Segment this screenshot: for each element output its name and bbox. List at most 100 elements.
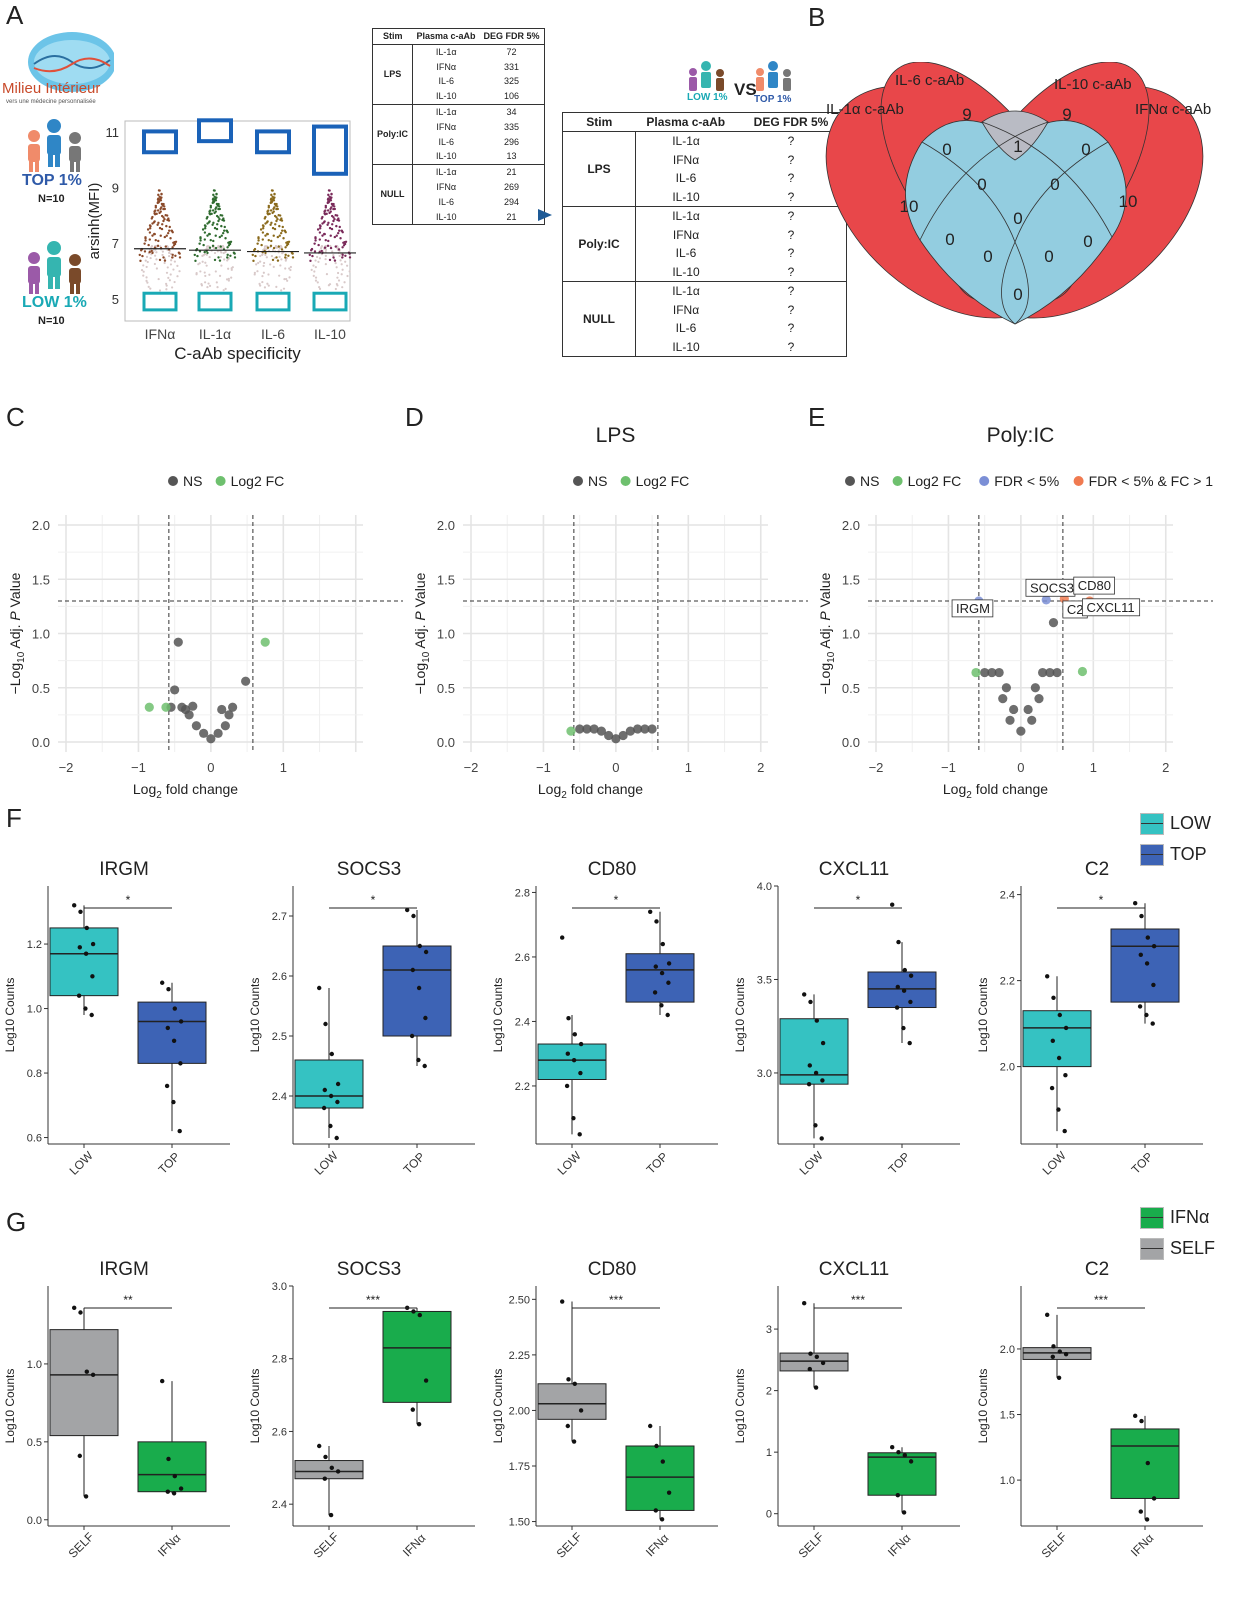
beeswarm-point [257,261,260,265]
beeswarm-point [155,258,158,261]
data-point [1050,1354,1055,1360]
volcano-title: Poly:IC [987,424,1055,447]
beeswarm-point [150,245,153,248]
beeswarm-point [324,258,327,261]
beeswarm-point [205,217,208,220]
significance-label: * [126,893,131,907]
panel-label-f: F [6,803,22,833]
beeswarm-point [318,231,322,234]
data-point [808,999,813,1005]
y-tick-label: 0.6 [27,1133,42,1145]
beeswarm-point [159,199,163,202]
beeswarm-point [263,286,267,289]
venn-count-il10-ifna: 0 [1081,140,1090,159]
beeswarm-point [163,261,166,265]
small-table-deg-count: 335 [504,121,520,132]
data-point [1138,1509,1143,1514]
data-point [83,951,89,956]
beeswarm-point [213,258,217,262]
beeswarm-point [200,282,203,286]
data-point [1063,1025,1069,1031]
compare-top-label: TOP 1% [754,94,792,105]
beeswarm-point [253,247,257,251]
small-table-header-caab: Plasma c-aAb [416,31,476,41]
data-point [666,961,672,966]
volcano-point [1023,704,1033,715]
volcano-point [1077,666,1088,677]
small-table-deg-count: 34 [479,103,544,120]
volcano-point [260,637,270,647]
beeswarm-point [275,202,278,206]
beeswarm-point [320,249,323,253]
data-point [908,973,914,978]
big-table-caab: IL-6 [675,171,697,185]
beeswarm-point [203,227,207,230]
volcano-point [241,676,251,686]
beeswarm-point [324,238,327,242]
beeswarm-point [142,270,145,273]
beeswarm-point [263,217,266,220]
beeswarm-point [322,221,326,224]
y-axis-label: −Log10 Adj. P Value [412,572,432,694]
y-tick-label: 2.4 [272,1091,287,1103]
data-point [572,1381,577,1386]
data-point [1133,1413,1138,1419]
beeswarm-point [149,256,152,260]
beeswarm-point [216,223,219,226]
beeswarm-point [196,254,199,258]
small-table-deg-count: 325 [504,76,520,87]
venn-count-center: 0 [1013,209,1022,228]
data-point [423,949,429,955]
beeswarm-point [324,244,327,248]
beeswarm-xtick: IL-6 [261,326,285,342]
data-point [1139,1418,1144,1424]
y-tick-label: 0.0 [27,1515,42,1527]
beeswarm-point [324,254,327,257]
data-point [902,1453,907,1458]
data-point [571,1057,577,1063]
data-point [321,1105,327,1111]
beeswarm-point [146,260,149,264]
y-tick-label: 2.8 [272,1354,287,1366]
significance-label: *** [609,1293,623,1307]
beeswarm-point [257,236,260,239]
data-point [410,1407,415,1412]
beeswarm-point [269,223,272,226]
beeswarm-point [159,210,162,213]
big-table-deg-unknown: ? [787,152,795,167]
beeswarm-point [331,223,334,226]
data-point [565,1423,570,1429]
beeswarm-point [266,212,269,215]
beeswarm-point [334,262,337,265]
beeswarm-point [281,225,284,229]
beeswarm-point [261,252,264,256]
beeswarm-point [227,277,230,280]
y-tick-label: 1.75 [509,1461,530,1473]
beeswarm-point [206,286,209,289]
beeswarm-point [161,250,164,253]
beeswarm-point [214,234,217,237]
x-tick-label: 2 [1162,760,1169,775]
beeswarm-point [212,239,215,243]
data-point [565,1051,570,1056]
beeswarm-point [271,248,275,252]
top-1-percent-box [142,129,178,155]
data-point [83,1494,89,1499]
significance-label: * [614,893,619,907]
beeswarm-point [199,236,202,239]
data-point [648,909,653,914]
beeswarm-point [204,261,207,264]
beeswarm-point [211,209,215,212]
venn-diagram: 10 9 9 10 1 0 0 0 0 0 0 0 0 0 0 [825,62,1204,325]
svg-text:IRGM: IRGM [956,601,990,616]
beeswarm-point [165,284,168,287]
y-tick-label: 2.6 [272,1426,287,1438]
data-point [894,1005,900,1010]
beeswarm-point [275,256,278,259]
volcano-point [173,637,183,647]
data-point [90,941,96,947]
y-tick-label: 1.0 [437,627,455,642]
beeswarm-point [255,263,258,266]
beeswarm-point [270,254,274,258]
data-point [317,985,322,991]
